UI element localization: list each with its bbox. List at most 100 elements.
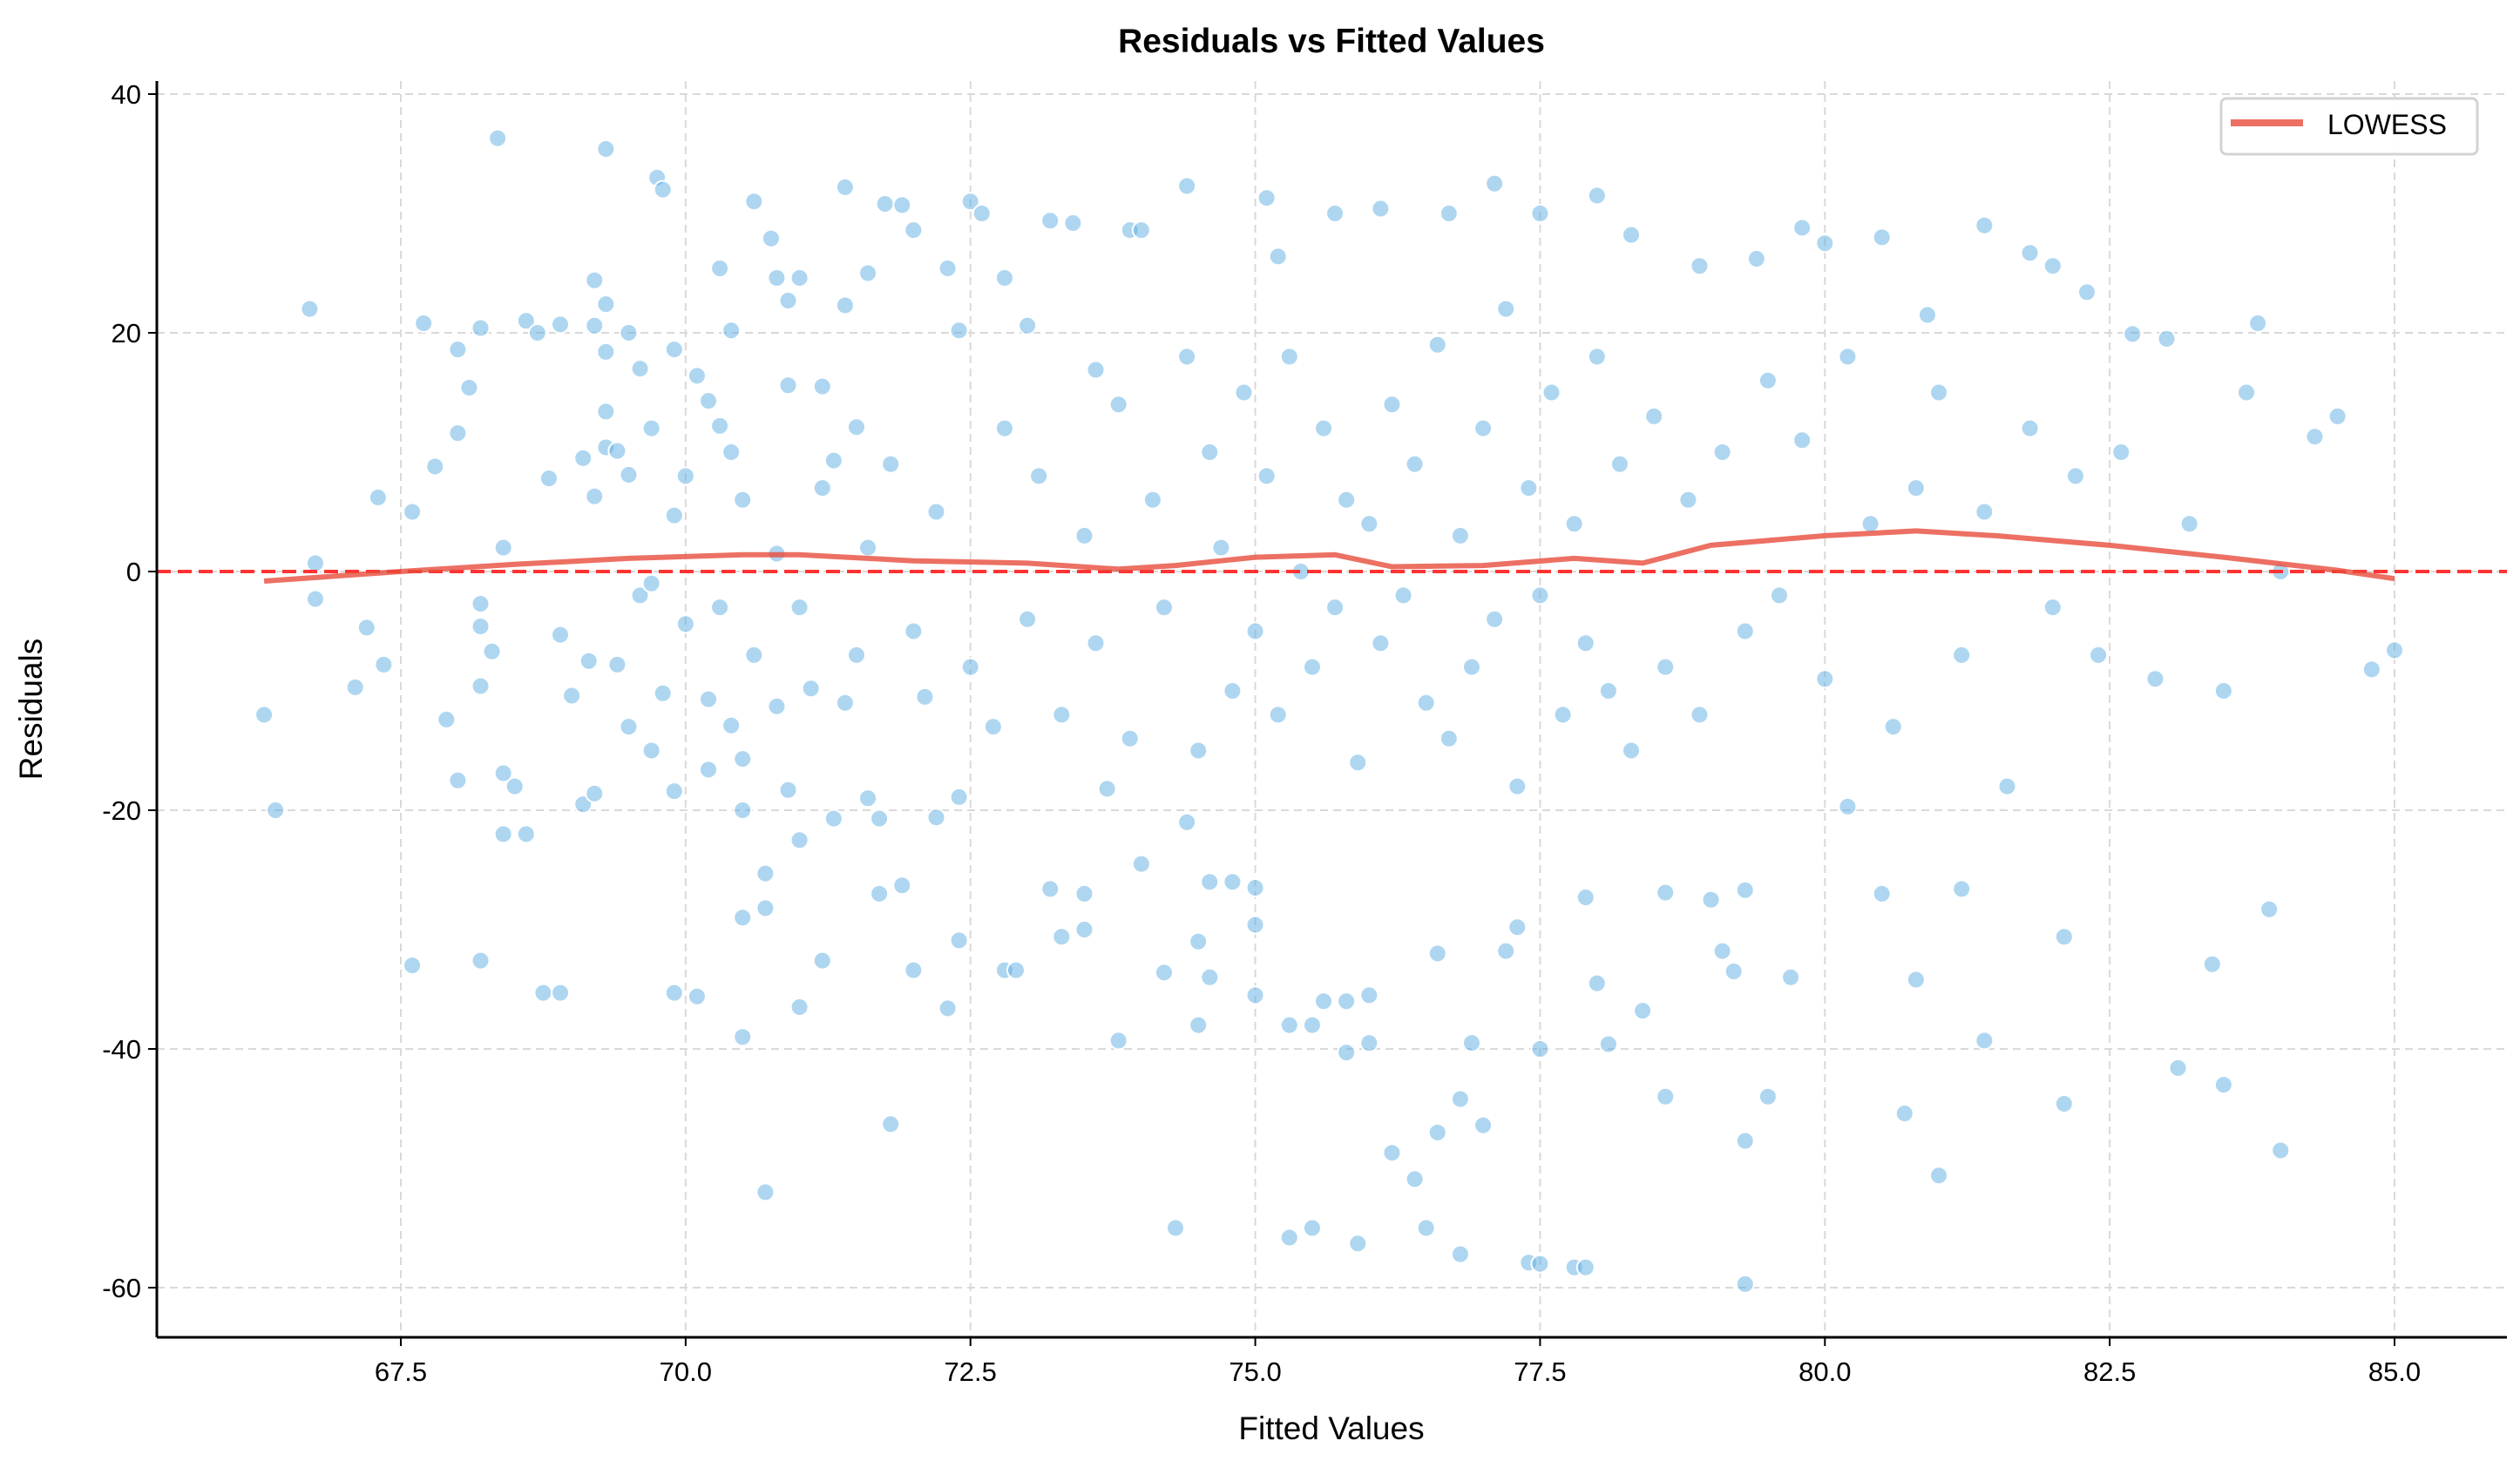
data-point [778, 375, 798, 396]
data-point [619, 323, 639, 342]
data-point [1587, 347, 1607, 367]
data-point [1416, 1218, 1436, 1238]
data-point [1975, 1031, 1995, 1051]
data-point [1690, 705, 1710, 725]
data-point [471, 950, 491, 971]
data-point [1496, 299, 1516, 319]
data-point [1086, 633, 1106, 653]
data-point [1108, 1031, 1128, 1051]
data-point [1177, 812, 1197, 832]
data-point [2202, 954, 2222, 974]
data-point [1052, 705, 1072, 725]
data-point [733, 749, 753, 769]
data-point [482, 641, 502, 661]
data-point [938, 998, 958, 1018]
data-point [527, 323, 547, 342]
data-point [870, 808, 890, 829]
data-point [2327, 406, 2347, 426]
data-point [767, 696, 787, 716]
lowess-curve [263, 528, 2395, 584]
data-point [1018, 315, 1038, 335]
data-point [1461, 657, 1481, 677]
data-point [630, 359, 650, 379]
y-tick-label: 20 [112, 318, 141, 348]
data-point [721, 321, 742, 341]
data-point [1656, 657, 1676, 677]
y-tick-label: -20 [102, 795, 141, 826]
data-point [699, 760, 719, 780]
data-point [1337, 1043, 1357, 1063]
data-point [1279, 347, 1299, 367]
data-point [664, 505, 684, 525]
data-point [1245, 985, 1265, 1005]
data-point [1018, 609, 1038, 629]
data-point [2089, 645, 2109, 665]
data-point [1485, 173, 1505, 193]
data-point [1325, 204, 1345, 223]
data-point [960, 192, 980, 212]
data-point [596, 139, 616, 159]
data-point [2065, 466, 2085, 486]
data-point [1473, 418, 1494, 438]
legend: LOWESS [2219, 97, 2479, 156]
data-point [699, 391, 719, 411]
data-point [1325, 598, 1345, 618]
data-point [1541, 382, 1561, 403]
data-point [374, 654, 394, 674]
data-point [994, 418, 1014, 438]
data-point [972, 204, 992, 223]
data-point [641, 418, 661, 438]
y-tick-label: 40 [112, 79, 141, 110]
data-point [1268, 705, 1288, 725]
data-point [1906, 478, 1926, 498]
data-point [2305, 427, 2325, 447]
data-point [949, 930, 969, 950]
data-point [1724, 961, 1744, 981]
data-point [1883, 717, 1903, 737]
data-point [1622, 225, 1642, 245]
data-point [585, 270, 605, 290]
data-point [2054, 927, 2074, 947]
data-point [1530, 585, 1550, 605]
data-point [305, 553, 325, 573]
data-point [1348, 1234, 1368, 1254]
data-point [1838, 796, 1858, 816]
data-point [488, 128, 508, 148]
data-point [1781, 967, 1801, 987]
data-point [983, 717, 1003, 737]
data-point [1189, 741, 1209, 761]
data-point [1872, 227, 1892, 247]
data-point [2020, 418, 2040, 438]
data-point [619, 465, 639, 485]
data-point [881, 454, 901, 474]
data-point [1200, 967, 1220, 987]
data-point [1074, 525, 1094, 545]
data-point [926, 502, 946, 522]
data-point [1609, 454, 1629, 474]
data-point [1678, 490, 1698, 510]
data-point [812, 950, 832, 971]
data-point [1473, 1115, 1494, 1135]
data-point [493, 763, 513, 783]
data-point [1507, 776, 1528, 796]
chart-title: Residuals vs Fitted Values [1118, 23, 1545, 60]
data-point [812, 478, 832, 498]
data-point [1211, 538, 1231, 558]
data-point [835, 693, 855, 713]
axes [148, 81, 2507, 1346]
data-point [1598, 1034, 1618, 1054]
data-point [505, 776, 525, 796]
data-point [1519, 478, 1539, 498]
data-point [1450, 525, 1470, 545]
data-point [653, 683, 673, 703]
data-point [1131, 220, 1151, 240]
x-tick-label: 70.0 [660, 1356, 712, 1387]
data-point [1302, 1218, 1322, 1238]
data-point [1735, 621, 1755, 641]
data-point [1450, 1244, 1470, 1264]
data-point [1074, 920, 1094, 939]
data-point [2271, 1140, 2291, 1160]
data-point [938, 259, 958, 279]
data-point [1405, 454, 1425, 474]
